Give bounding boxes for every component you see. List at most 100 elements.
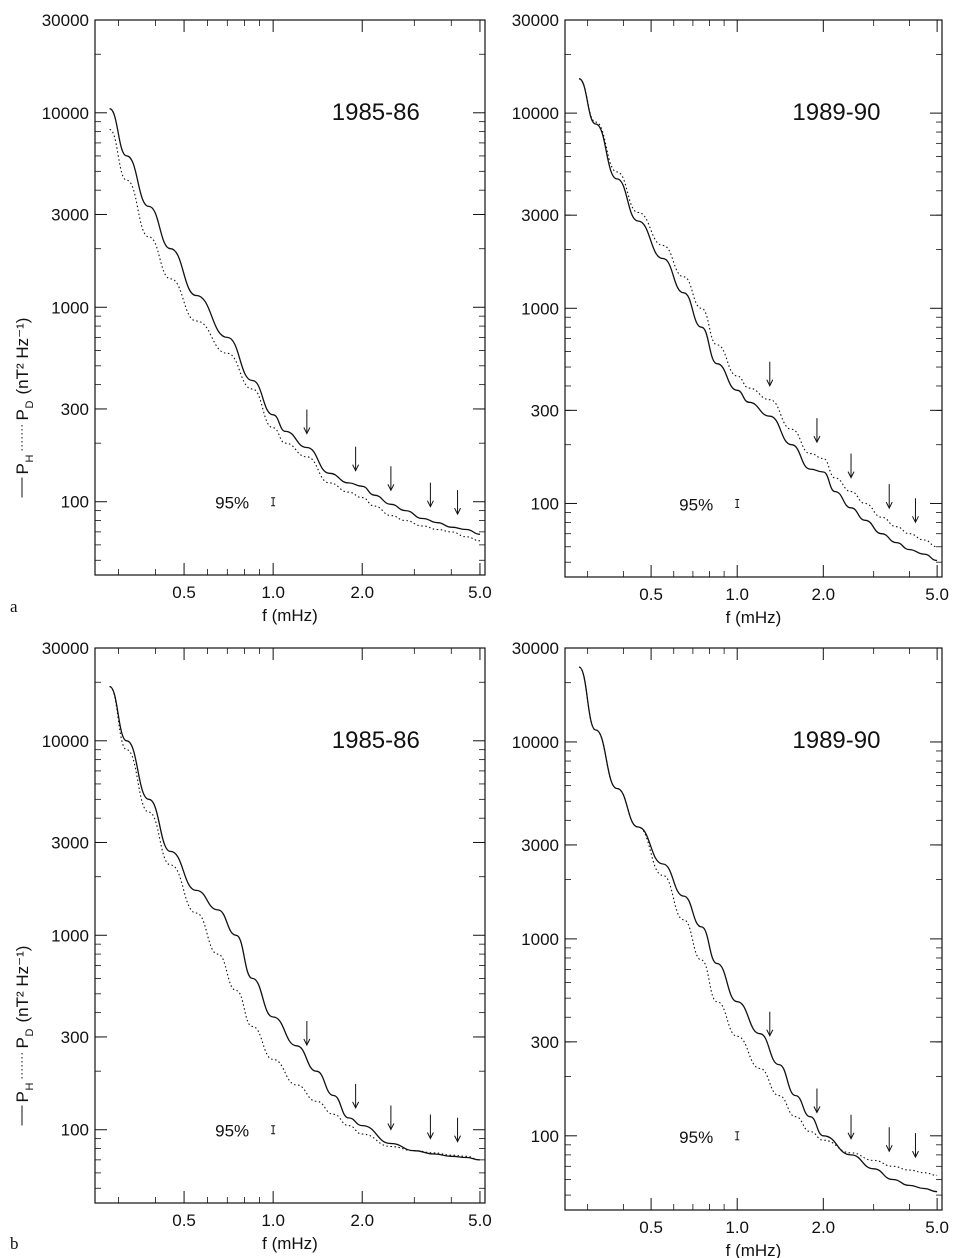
harmonic-arrowhead	[454, 1135, 462, 1143]
series-ph-line	[109, 108, 481, 535]
y-tick-label: 10000	[512, 733, 559, 752]
chart-3: 100 300 1000 3000 10000 30000 0.5 1.0 2.0 5.0 f (m…	[13, 639, 492, 1253]
harmonic-arrowhead	[813, 435, 821, 444]
harmonic-arrowhead	[813, 1106, 821, 1114]
x-tick-label: 2.0	[350, 583, 374, 602]
harmonic-arrowhead	[847, 471, 855, 479]
series-ph-line	[578, 78, 938, 562]
confidence-label: 95%	[215, 1122, 249, 1141]
plot-frame	[94, 19, 486, 576]
x-tick-label: 2.0	[811, 1218, 835, 1237]
harmonic-arrowhead	[912, 516, 919, 524]
plot-frame	[564, 19, 943, 578]
chart-1: 100 300 1000 3000 10000 30000 0.5 1.0 2.0 5.0 f (m…	[13, 11, 492, 625]
y-label-ph: P	[13, 463, 32, 474]
y-label-ph: P	[13, 1091, 32, 1102]
x-axis-label: f (mHz)	[726, 608, 782, 627]
y-label-unit: (nT² Hz⁻¹)	[13, 318, 32, 395]
harmonic-arrowhead	[426, 1132, 434, 1140]
y-label-ph-sub: H	[24, 455, 36, 463]
x-tick-label: 5.0	[468, 1211, 492, 1230]
plot-frame	[564, 647, 943, 1211]
y-label-ph-sub: H	[24, 1083, 36, 1091]
y-tick-label: 10000	[42, 732, 89, 751]
series-pd-line	[578, 666, 938, 1176]
chart-title: 1989-90	[792, 99, 880, 126]
y-tick-label: 10000	[512, 104, 559, 123]
y-tick-label: 30000	[512, 639, 559, 658]
y-label-pd-sub: D	[24, 401, 36, 409]
y-label-pd: P	[13, 1037, 32, 1048]
series-ph-line	[578, 666, 938, 1193]
y-tick-label: 100	[531, 1127, 559, 1146]
x-tick-label: 2.0	[350, 1211, 374, 1230]
x-tick-label: 0.5	[172, 1211, 196, 1230]
panel-label-a: a	[10, 597, 18, 616]
harmonic-arrowhead	[303, 1038, 311, 1047]
harmonic-arrowhead	[766, 1029, 774, 1037]
chart-title: 1985-86	[332, 99, 420, 126]
confidence-label: 95%	[679, 1128, 713, 1147]
x-tick-label: 0.5	[172, 583, 196, 602]
y-tick-label: 30000	[512, 11, 559, 30]
harmonic-arrowhead	[387, 1123, 395, 1131]
y-tick-label: 1000	[51, 926, 89, 945]
y-label-pd-sub: D	[24, 1029, 36, 1037]
confidence-label: 95%	[215, 494, 249, 513]
chart-4: 100 300 1000 3000 10000 30000 0.5 1.0 2.0 5.0 f (m…	[512, 639, 949, 1258]
panel-label-b: b	[10, 1234, 19, 1253]
series-pd-line	[109, 686, 481, 1161]
x-tick-label: 5.0	[468, 583, 492, 602]
x-tick-label: 5.0	[925, 585, 949, 604]
confidence-label: 95%	[679, 495, 713, 514]
harmonic-arrowhead	[766, 379, 774, 387]
harmonic-arrowhead	[303, 427, 311, 435]
series-pd-line	[578, 78, 938, 548]
y-tick-label: 3000	[51, 833, 89, 852]
y-tick-label: 100	[61, 493, 89, 512]
x-tick-label: 1.0	[261, 1211, 285, 1230]
harmonic-arrowhead	[387, 484, 395, 492]
series-pd-line	[109, 128, 481, 542]
x-tick-label: 0.5	[639, 1218, 663, 1237]
y-tick-label: 30000	[42, 639, 89, 658]
y-tick-label: 300	[531, 401, 559, 420]
series-ph-line	[109, 685, 481, 1161]
plot-frame	[94, 647, 486, 1204]
y-tick-label: 3000	[51, 205, 89, 224]
y-tick-label: 1000	[51, 298, 89, 317]
x-tick-label: 1.0	[261, 583, 285, 602]
harmonic-arrowhead	[885, 501, 893, 510]
y-tick-label: 30000	[42, 11, 89, 30]
harmonic-arrowhead	[352, 1101, 360, 1109]
harmonic-arrowhead	[847, 1132, 855, 1140]
x-axis-label: f (mHz)	[262, 606, 318, 625]
harmonic-arrowhead	[885, 1144, 893, 1153]
harmonic-arrowhead	[352, 464, 360, 472]
y-tick-label: 300	[531, 1033, 559, 1052]
y-tick-label: 3000	[521, 206, 559, 225]
y-tick-label: 300	[61, 400, 89, 419]
harmonic-arrowhead	[426, 500, 434, 508]
chart-title: 1985-86	[332, 727, 420, 754]
x-axis-label: f (mHz)	[726, 1241, 782, 1258]
y-tick-label: 1000	[521, 930, 559, 949]
x-tick-label: 5.0	[925, 1218, 949, 1237]
chart-2: 100 300 1000 3000 10000 30000 0.5 1.0 2.0 5.0 f (m…	[512, 11, 949, 627]
x-tick-label: 0.5	[639, 585, 663, 604]
y-tick-label: 10000	[42, 104, 89, 123]
y-label-pd: P	[13, 409, 32, 420]
y-tick-label: 100	[61, 1121, 89, 1140]
x-tick-label: 1.0	[725, 1218, 749, 1237]
y-label-unit: (nT² Hz⁻¹)	[13, 946, 32, 1023]
y-tick-label: 3000	[521, 836, 559, 855]
y-tick-label: 300	[61, 1028, 89, 1047]
x-tick-label: 1.0	[725, 585, 749, 604]
x-axis-label: f (mHz)	[262, 1234, 318, 1253]
chart-title: 1989-90	[792, 727, 880, 754]
charts: 100 300 1000 3000 10000 30000 0.5 1.0 2.0 5.0 f (m…	[13, 11, 949, 1258]
harmonic-arrowhead	[912, 1150, 919, 1159]
